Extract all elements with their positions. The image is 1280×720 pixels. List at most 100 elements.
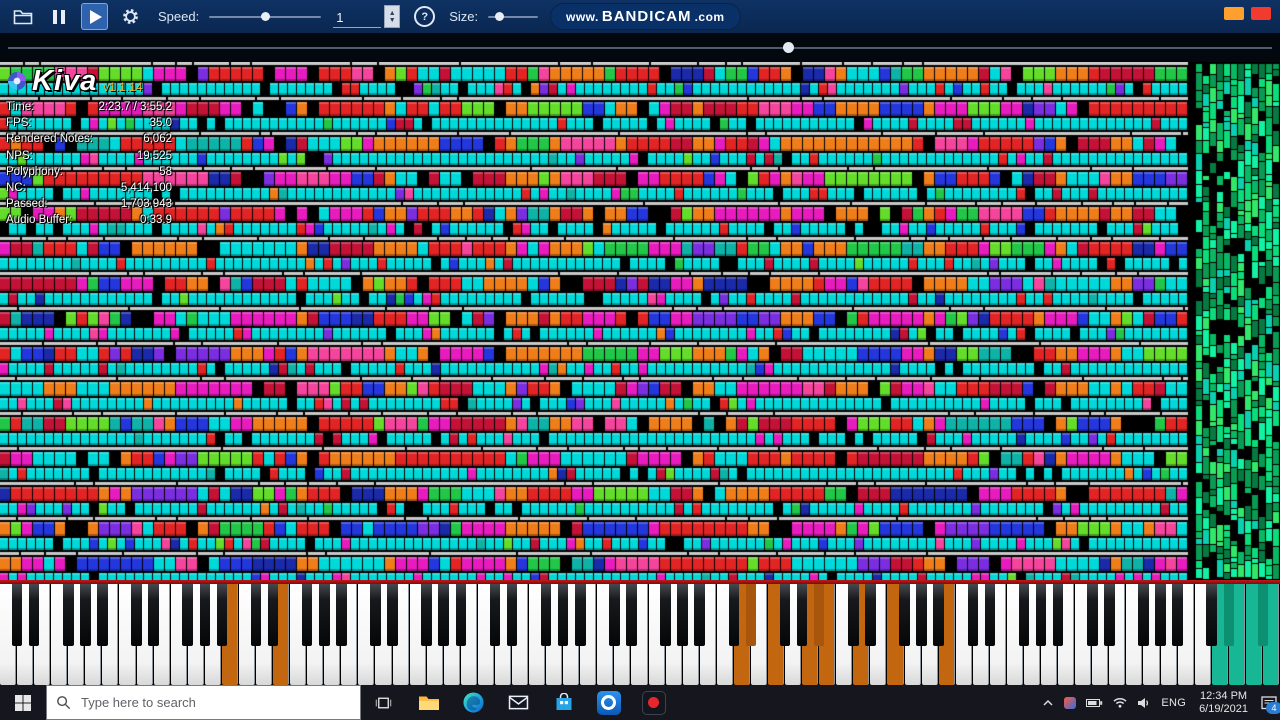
piano-black-key [916,584,927,646]
piano-black-key [796,584,808,646]
piano-black-key [250,584,262,646]
minimize-button[interactable] [1224,7,1244,20]
mail-button[interactable] [496,685,541,720]
size-slider[interactable] [488,3,539,30]
stat-label: Rendered Notes: [6,133,93,146]
language-indicator[interactable]: ENG [1161,696,1187,709]
stat-value: 5,414,100 [120,182,172,195]
piano-black-key [131,584,142,646]
start-button[interactable] [0,685,46,720]
stat-row: NPS: 19,525 [6,148,172,164]
volume-icon[interactable] [1137,697,1151,709]
folder-icon [13,9,32,24]
windows-logo-icon [15,694,31,711]
record-icon [641,690,666,715]
piano-black-key [984,584,996,646]
piano-black-key [455,584,467,646]
open-file-button[interactable] [9,3,36,30]
stat-value: 0:33.9 [140,214,172,227]
battery-icon[interactable] [1086,698,1103,708]
recorder-button[interactable] [631,685,676,720]
bandicam-button[interactable] [586,685,631,720]
store-button[interactable] [541,685,586,720]
seek-bar[interactable] [0,33,1280,62]
piano-black-key [1223,584,1235,646]
pause-icon [52,9,65,24]
speed-slider[interactable] [209,3,322,30]
piano-black-key [1086,584,1098,646]
help-button[interactable]: ? [414,6,436,27]
pause-button[interactable] [45,3,72,30]
piano-black-key [336,584,347,646]
system-tray: ENG 12:34 PM 6/19/2021 4 [1042,690,1280,716]
seek-knob[interactable] [782,42,794,53]
size-label: Size: [449,9,479,24]
piano-black-key [1052,584,1064,646]
piano-black-key [1018,584,1030,646]
piano-black-key [540,584,552,646]
stat-label: Time: [6,101,35,113]
piano-black-key [1155,584,1166,646]
close-button[interactable] [1251,7,1271,20]
piano-black-key [11,584,23,646]
window-controls [1224,7,1271,20]
speed-value[interactable]: 1 [333,10,382,28]
watermark-com: .com [694,9,725,24]
piano-black-key [779,584,791,646]
chevron-up-icon [1043,699,1053,706]
piano-black-key [1172,584,1183,646]
store-icon [556,693,571,710]
piano-black-key [574,584,586,646]
piano-black-key [899,584,910,646]
file-explorer-button[interactable] [406,685,451,720]
network-icon[interactable] [1113,697,1127,708]
play-button[interactable] [81,3,108,30]
piano-black-key [370,584,381,646]
stat-label: Audio Buffer: [6,214,73,227]
seek-track[interactable] [8,47,1272,49]
tray-expand-button[interactable] [1042,699,1054,707]
search-icon [57,696,71,710]
task-view-button[interactable] [361,685,406,720]
speed-slider-knob[interactable] [261,12,271,21]
tray-app-icon[interactable] [1064,696,1077,709]
edge-button[interactable] [451,685,496,720]
stat-label: Polyphony: [6,165,63,178]
settings-button[interactable] [117,3,144,30]
stat-row: Audio Buffer: 0:33.9 [6,212,172,228]
piano-black-key [318,584,330,646]
speed-stepper[interactable]: ▲ ▼ [384,5,401,28]
windows-taskbar: ENG 12:34 PM 6/19/2021 4 [0,685,1280,720]
piano-black-key [489,584,501,646]
action-center-button[interactable]: 4 [1261,695,1280,714]
taskbar-clock[interactable]: 12:34 PM 6/19/2021 [1199,690,1248,716]
speed-label: Speed: [158,9,200,24]
notification-badge: 4 [1266,701,1280,714]
watermark-name: BANDICAM [601,8,692,25]
size-slider-track [488,16,539,18]
stat-value: 6,062 [143,133,172,146]
piano-black-key [438,584,450,646]
piano-black-key [865,584,876,646]
stat-row: FPS: 35.0 [6,115,172,131]
taskbar-search[interactable] [46,685,361,720]
keyboard-divider [0,580,1280,584]
edge-icon [463,692,484,713]
piano-black-key [199,584,211,646]
piano-black-key [1138,584,1149,646]
stat-label: NC: [6,182,26,195]
mail-icon [508,695,529,710]
stat-label: FPS: [6,117,32,130]
search-input[interactable] [79,694,351,711]
stat-label: NPS: [6,149,33,162]
speed-input[interactable]: 1 ▲ ▼ [333,5,401,28]
size-slider-knob[interactable] [495,12,505,21]
piano-black-key [660,584,671,646]
play-icon [90,9,102,24]
piano-black-key [848,584,859,646]
piano-black-key [421,584,432,646]
stats-overlay: Kiva v1.1.14 Time: 2:23.7 / 3:55.2 FPS: 35.… [6,63,172,229]
piano-black-key [267,584,279,646]
stat-row: Time: 2:23.7 / 3:55.2 [6,99,172,115]
